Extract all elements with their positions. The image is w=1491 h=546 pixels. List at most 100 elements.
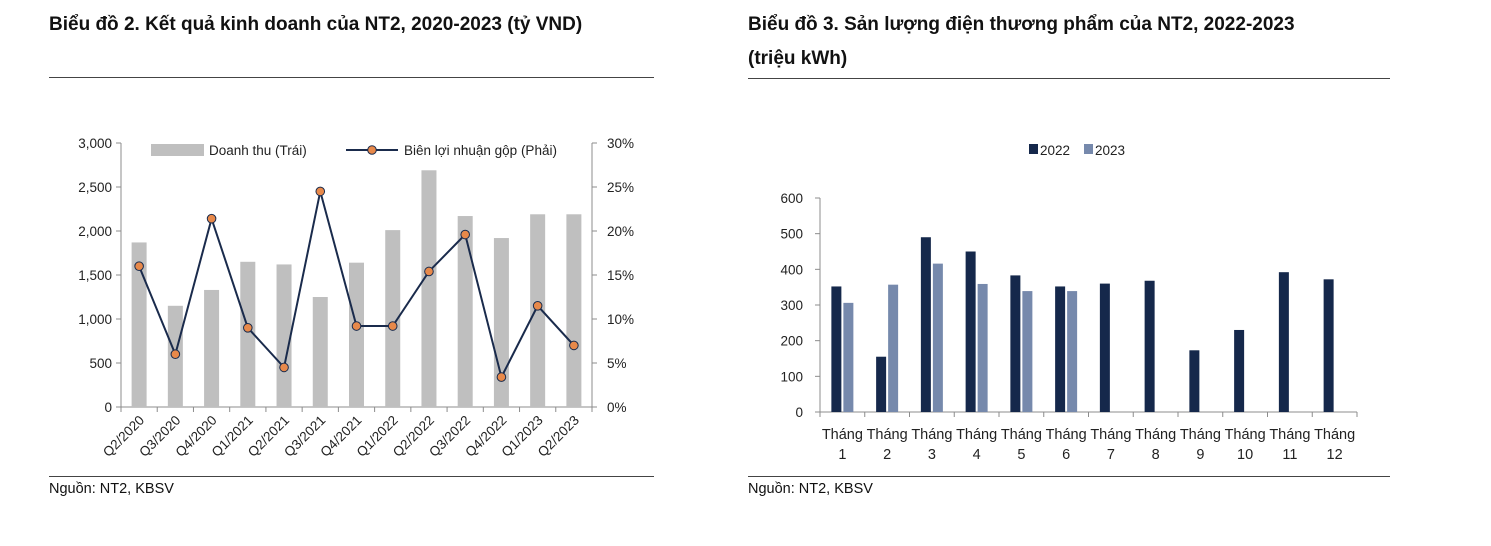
y-left-tick-label: 2,000: [78, 224, 112, 239]
source-divider: [49, 476, 654, 477]
y-tick-label: 600: [780, 191, 803, 206]
legend-swatch-2022: [1029, 144, 1038, 154]
bar-2022: [1234, 329, 1245, 412]
electricity-output-chart: 0 100 200 300 400 500 600 Tháng 1 Tháng 2 Tháng 3 Thá…: [780, 143, 1358, 463]
x-tick-label: Tháng: [911, 427, 952, 443]
bar-2023: [888, 284, 899, 412]
x-tick-label: 3: [928, 447, 936, 463]
chart-title-output-line2: (triệu kWh): [748, 48, 848, 69]
y-tick-label: 200: [780, 334, 803, 349]
y-left-tick-label: 1,500: [78, 268, 112, 283]
y-left-tick-label: 500: [89, 356, 112, 371]
margin-point: [387, 321, 398, 331]
revenue-bar: [240, 261, 256, 407]
x-tick-label: Tháng: [956, 427, 997, 443]
y-right-tick-label: 10%: [607, 312, 634, 327]
y-right-tick-label: 25%: [607, 180, 634, 195]
x-tick-label: 8: [1152, 447, 1160, 463]
x-tick-label: Tháng: [867, 427, 908, 443]
title-divider: [748, 78, 1390, 79]
x-tick-label: 7: [1107, 447, 1115, 463]
x-tick-label: Tháng: [1090, 427, 1131, 443]
bar-2022: [831, 286, 842, 412]
revenue-bar: [530, 214, 546, 407]
y-left-tick-label: 0: [104, 400, 112, 415]
y-right-tick-label: 30%: [607, 136, 634, 151]
revenue-bar: [421, 170, 437, 407]
x-tick-label: 2: [883, 447, 891, 463]
bar-2022: [876, 356, 887, 412]
x-tick-label: 10: [1237, 447, 1253, 463]
bar-2023: [932, 263, 943, 412]
margin-point: [460, 229, 470, 240]
bar-2022: [1055, 286, 1066, 412]
y-left-tick-label: 1,000: [78, 312, 112, 327]
revenue-bar: [457, 216, 473, 407]
bar-2022: [1144, 280, 1155, 412]
margin-point: [424, 266, 434, 277]
margin-point: [315, 186, 326, 197]
y-tick-label: 300: [780, 298, 803, 313]
legend-label-2023: 2023: [1095, 143, 1125, 158]
x-tick-label: Tháng: [1225, 427, 1266, 443]
bar-2022: [965, 251, 976, 412]
bar-2023: [1067, 291, 1078, 412]
bar-2023: [1022, 291, 1033, 412]
margin-point: [206, 213, 217, 224]
margin-point: [279, 362, 289, 373]
y-right-tick-label: 20%: [607, 224, 634, 239]
x-tick-label: 11: [1282, 447, 1297, 463]
margin-point: [569, 340, 579, 351]
revenue-bar: [349, 262, 364, 407]
bar-2022: [1099, 283, 1110, 412]
legend-swatch-2023: [1084, 144, 1093, 154]
revenue-margin-chart: 0 500 1,000 1,500 2,000 2,500 3,000 0% 5% 10% 15% 2…: [78, 136, 634, 460]
margin-point: [170, 349, 181, 360]
revenue-bar: [385, 230, 401, 407]
y-right-tick-label: 0%: [607, 400, 627, 415]
legend-swatch-revenue: [151, 144, 204, 156]
title-divider: [49, 77, 654, 78]
y-tick-label: 500: [780, 227, 803, 242]
bar-2022: [1189, 350, 1200, 412]
y-left-tick-label: 3,000: [78, 136, 112, 151]
legend-label-margin: Biên lợi nhuận gộp (Phải): [404, 143, 557, 158]
legend-marker-margin: [367, 145, 377, 155]
margin-point: [532, 301, 543, 311]
revenue-bar: [566, 214, 582, 407]
x-tick-label: 6: [1062, 447, 1070, 463]
y-left-tick-label: 2,500: [78, 180, 112, 195]
source-note: Nguồn: NT2, KBSV: [49, 481, 174, 497]
x-tick-label: Tháng: [1269, 427, 1310, 443]
bar-2022: [1278, 272, 1289, 412]
bar-2022: [1010, 275, 1021, 412]
chart-title-output-line1: Biểu đồ 3. Sản lượng điện thương phẩm củ…: [748, 14, 1295, 35]
legend-label-2022: 2022: [1040, 143, 1070, 158]
legend-label-revenue: Doanh thu (Trái): [209, 143, 307, 158]
bar-2023: [977, 283, 988, 412]
x-tick-label: Tháng: [1046, 427, 1087, 443]
y-tick-label: 0: [795, 405, 803, 420]
y-tick-label: 100: [780, 369, 803, 384]
bar-2023: [843, 302, 854, 412]
margin-point: [243, 323, 253, 333]
bar-2022: [1323, 279, 1334, 412]
x-tick-label: Tháng: [1001, 427, 1042, 443]
revenue-bar: [204, 289, 220, 407]
source-divider: [748, 476, 1390, 477]
x-tick-label: 5: [1017, 447, 1025, 463]
revenue-bar: [131, 242, 147, 407]
chart-panel-output: Biểu đồ 3. Sản lượng điện thương phẩm củ…: [700, 0, 1491, 546]
x-tick-label: 1: [838, 447, 846, 463]
x-tick-label: Tháng: [1135, 427, 1176, 443]
chart-panel-revenue: Biểu đồ 2. Kết quả kinh doanh của NT2, 2…: [0, 0, 700, 546]
source-note: Nguồn: NT2, KBSV: [748, 481, 873, 497]
y-tick-label: 400: [780, 262, 803, 277]
margin-point: [496, 372, 507, 382]
x-tick-label: Tháng: [1180, 427, 1221, 443]
revenue-bar: [276, 264, 292, 407]
chart-title-revenue: Biểu đồ 2. Kết quả kinh doanh của NT2, 2…: [49, 14, 583, 35]
x-tick-label: 9: [1196, 447, 1204, 463]
y-right-tick-label: 15%: [607, 268, 634, 283]
margin-point: [351, 321, 362, 331]
